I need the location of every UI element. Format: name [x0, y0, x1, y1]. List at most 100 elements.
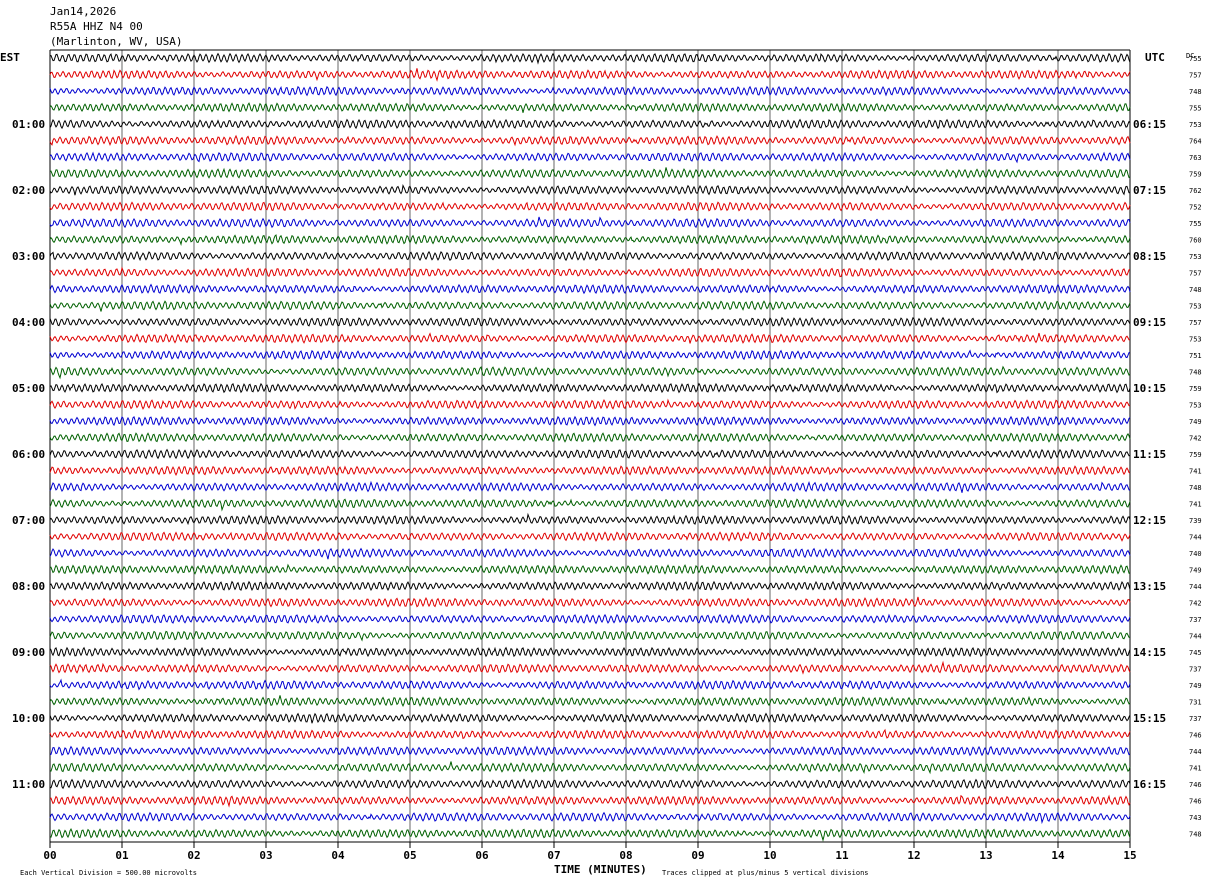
dc-offset-label: 753 [1189, 336, 1202, 344]
est-hour-label: 09:00 [12, 646, 45, 659]
est-hour-label: 05:00 [12, 382, 45, 395]
trace-line [49, 630, 1131, 642]
x-axis-label: TIME (MINUTES) [554, 863, 647, 876]
utc-axis-label: UTC [1145, 51, 1165, 64]
x-tick-label: 12 [907, 849, 920, 862]
dc-offset-label: 759 [1189, 385, 1202, 393]
dc-offset-label: 764 [1189, 138, 1202, 146]
dc-offset-label: 757 [1189, 72, 1202, 80]
dc-offset-label: 757 [1189, 270, 1202, 278]
est-axis-label: EST [0, 51, 20, 64]
trace-line [49, 778, 1131, 790]
dc-offset-label: 746 [1189, 732, 1202, 740]
trace-line [49, 167, 1131, 179]
trace-lines [49, 52, 1131, 842]
trace-line [49, 811, 1131, 825]
scale-note: Each Vertical Division = 500.00 microvol… [20, 869, 197, 877]
utc-hour-label: 12:15 [1133, 514, 1166, 527]
trace-line [49, 184, 1131, 196]
trace-line [49, 678, 1131, 691]
dc-offset-label: 748 [1189, 88, 1202, 96]
utc-hour-label: 13:15 [1133, 580, 1166, 593]
dc-offset-label: 755 [1189, 55, 1202, 63]
x-tick-label: 01 [115, 849, 129, 862]
trace-line [49, 283, 1131, 295]
utc-hour-label: 14:15 [1133, 646, 1166, 659]
trace-line [49, 547, 1131, 560]
trace-line [49, 398, 1131, 410]
dc-offset-label: 759 [1189, 171, 1202, 179]
trace-line [49, 512, 1131, 526]
location-label: (Marlinton, WV, USA) [50, 35, 183, 48]
dc-offset-label: 757 [1189, 319, 1202, 327]
x-tick-label: 15 [1123, 849, 1136, 862]
chart-labels: 00 01 02 03 04 05 06 07 08 09 10 11 12 13 14 15 755 757 74… [12, 55, 1202, 862]
date-label: Jan14,2026 [50, 5, 117, 18]
trace-line [49, 448, 1131, 460]
dc-offset-label: 742 [1189, 600, 1202, 608]
x-tick-label: 03 [259, 849, 272, 862]
trace-line [49, 52, 1131, 65]
x-tick-label: 08 [619, 849, 632, 862]
est-hour-label: 01:00 [12, 118, 45, 131]
dc-offset-label: 748 [1189, 831, 1202, 839]
dc-offset-label: 737 [1189, 715, 1202, 723]
dc-label: DC [1186, 52, 1194, 60]
trace-line [49, 613, 1131, 625]
trace-line [49, 745, 1131, 757]
trace-line [49, 415, 1131, 427]
trace-line [49, 646, 1131, 658]
trace-line [49, 118, 1131, 130]
trace-line [49, 465, 1131, 476]
dc-offset-label: 744 [1189, 748, 1202, 756]
dc-offset-label: 746 [1189, 781, 1202, 789]
trace-line [49, 531, 1131, 542]
dc-offset-label: 763 [1189, 154, 1202, 162]
utc-hour-label: 16:15 [1133, 778, 1166, 791]
trace-line [49, 85, 1131, 97]
est-hour-label: 10:00 [12, 712, 45, 725]
dc-offset-label: 762 [1189, 187, 1202, 195]
utc-hour-label: 11:15 [1133, 448, 1166, 461]
trace-line [49, 563, 1131, 575]
trace-line [49, 250, 1131, 262]
dc-offset-label: 737 [1189, 616, 1202, 624]
trace-line [49, 382, 1131, 394]
dc-offset-label: 743 [1189, 814, 1202, 822]
chart-grid [49, 49, 1131, 848]
dc-offset-label: 746 [1189, 798, 1202, 806]
dc-offset-label: 748 [1189, 286, 1202, 294]
dc-offset-label: 742 [1189, 435, 1202, 443]
dc-offset-label: 755 [1189, 105, 1202, 113]
x-tick-label: 06 [475, 849, 489, 862]
x-tick-label: 00 [43, 849, 56, 862]
utc-hour-label: 08:15 [1133, 250, 1166, 263]
trace-line [49, 266, 1131, 278]
utc-hour-label: 06:15 [1133, 118, 1166, 131]
est-hour-label: 04:00 [12, 316, 45, 329]
trace-line [49, 349, 1131, 361]
trace-line [49, 216, 1131, 229]
dc-offset-label: 749 [1189, 418, 1202, 426]
utc-hour-label: 07:15 [1133, 184, 1166, 197]
x-tick-label: 07 [547, 849, 560, 862]
utc-hour-label: 15:15 [1133, 712, 1166, 725]
x-tick-label: 04 [331, 849, 345, 862]
utc-hour-label: 10:15 [1133, 382, 1166, 395]
trace-line [49, 828, 1131, 842]
dc-offset-label: 752 [1189, 204, 1202, 212]
trace-line [49, 316, 1131, 328]
est-hour-label: 07:00 [12, 514, 45, 527]
trace-line [49, 365, 1131, 380]
dc-offset-label: 749 [1189, 682, 1202, 690]
dc-offset-label: 741 [1189, 765, 1202, 773]
utc-hour-label: 09:15 [1133, 316, 1166, 329]
trace-line [49, 728, 1131, 740]
x-tick-label: 09 [691, 849, 704, 862]
dc-offset-label: 744 [1189, 633, 1202, 641]
trace-line [49, 300, 1131, 312]
trace-line [49, 134, 1131, 147]
dc-offset-label: 741 [1189, 501, 1202, 509]
station-label: R55A HHZ N4 00 [50, 20, 143, 33]
